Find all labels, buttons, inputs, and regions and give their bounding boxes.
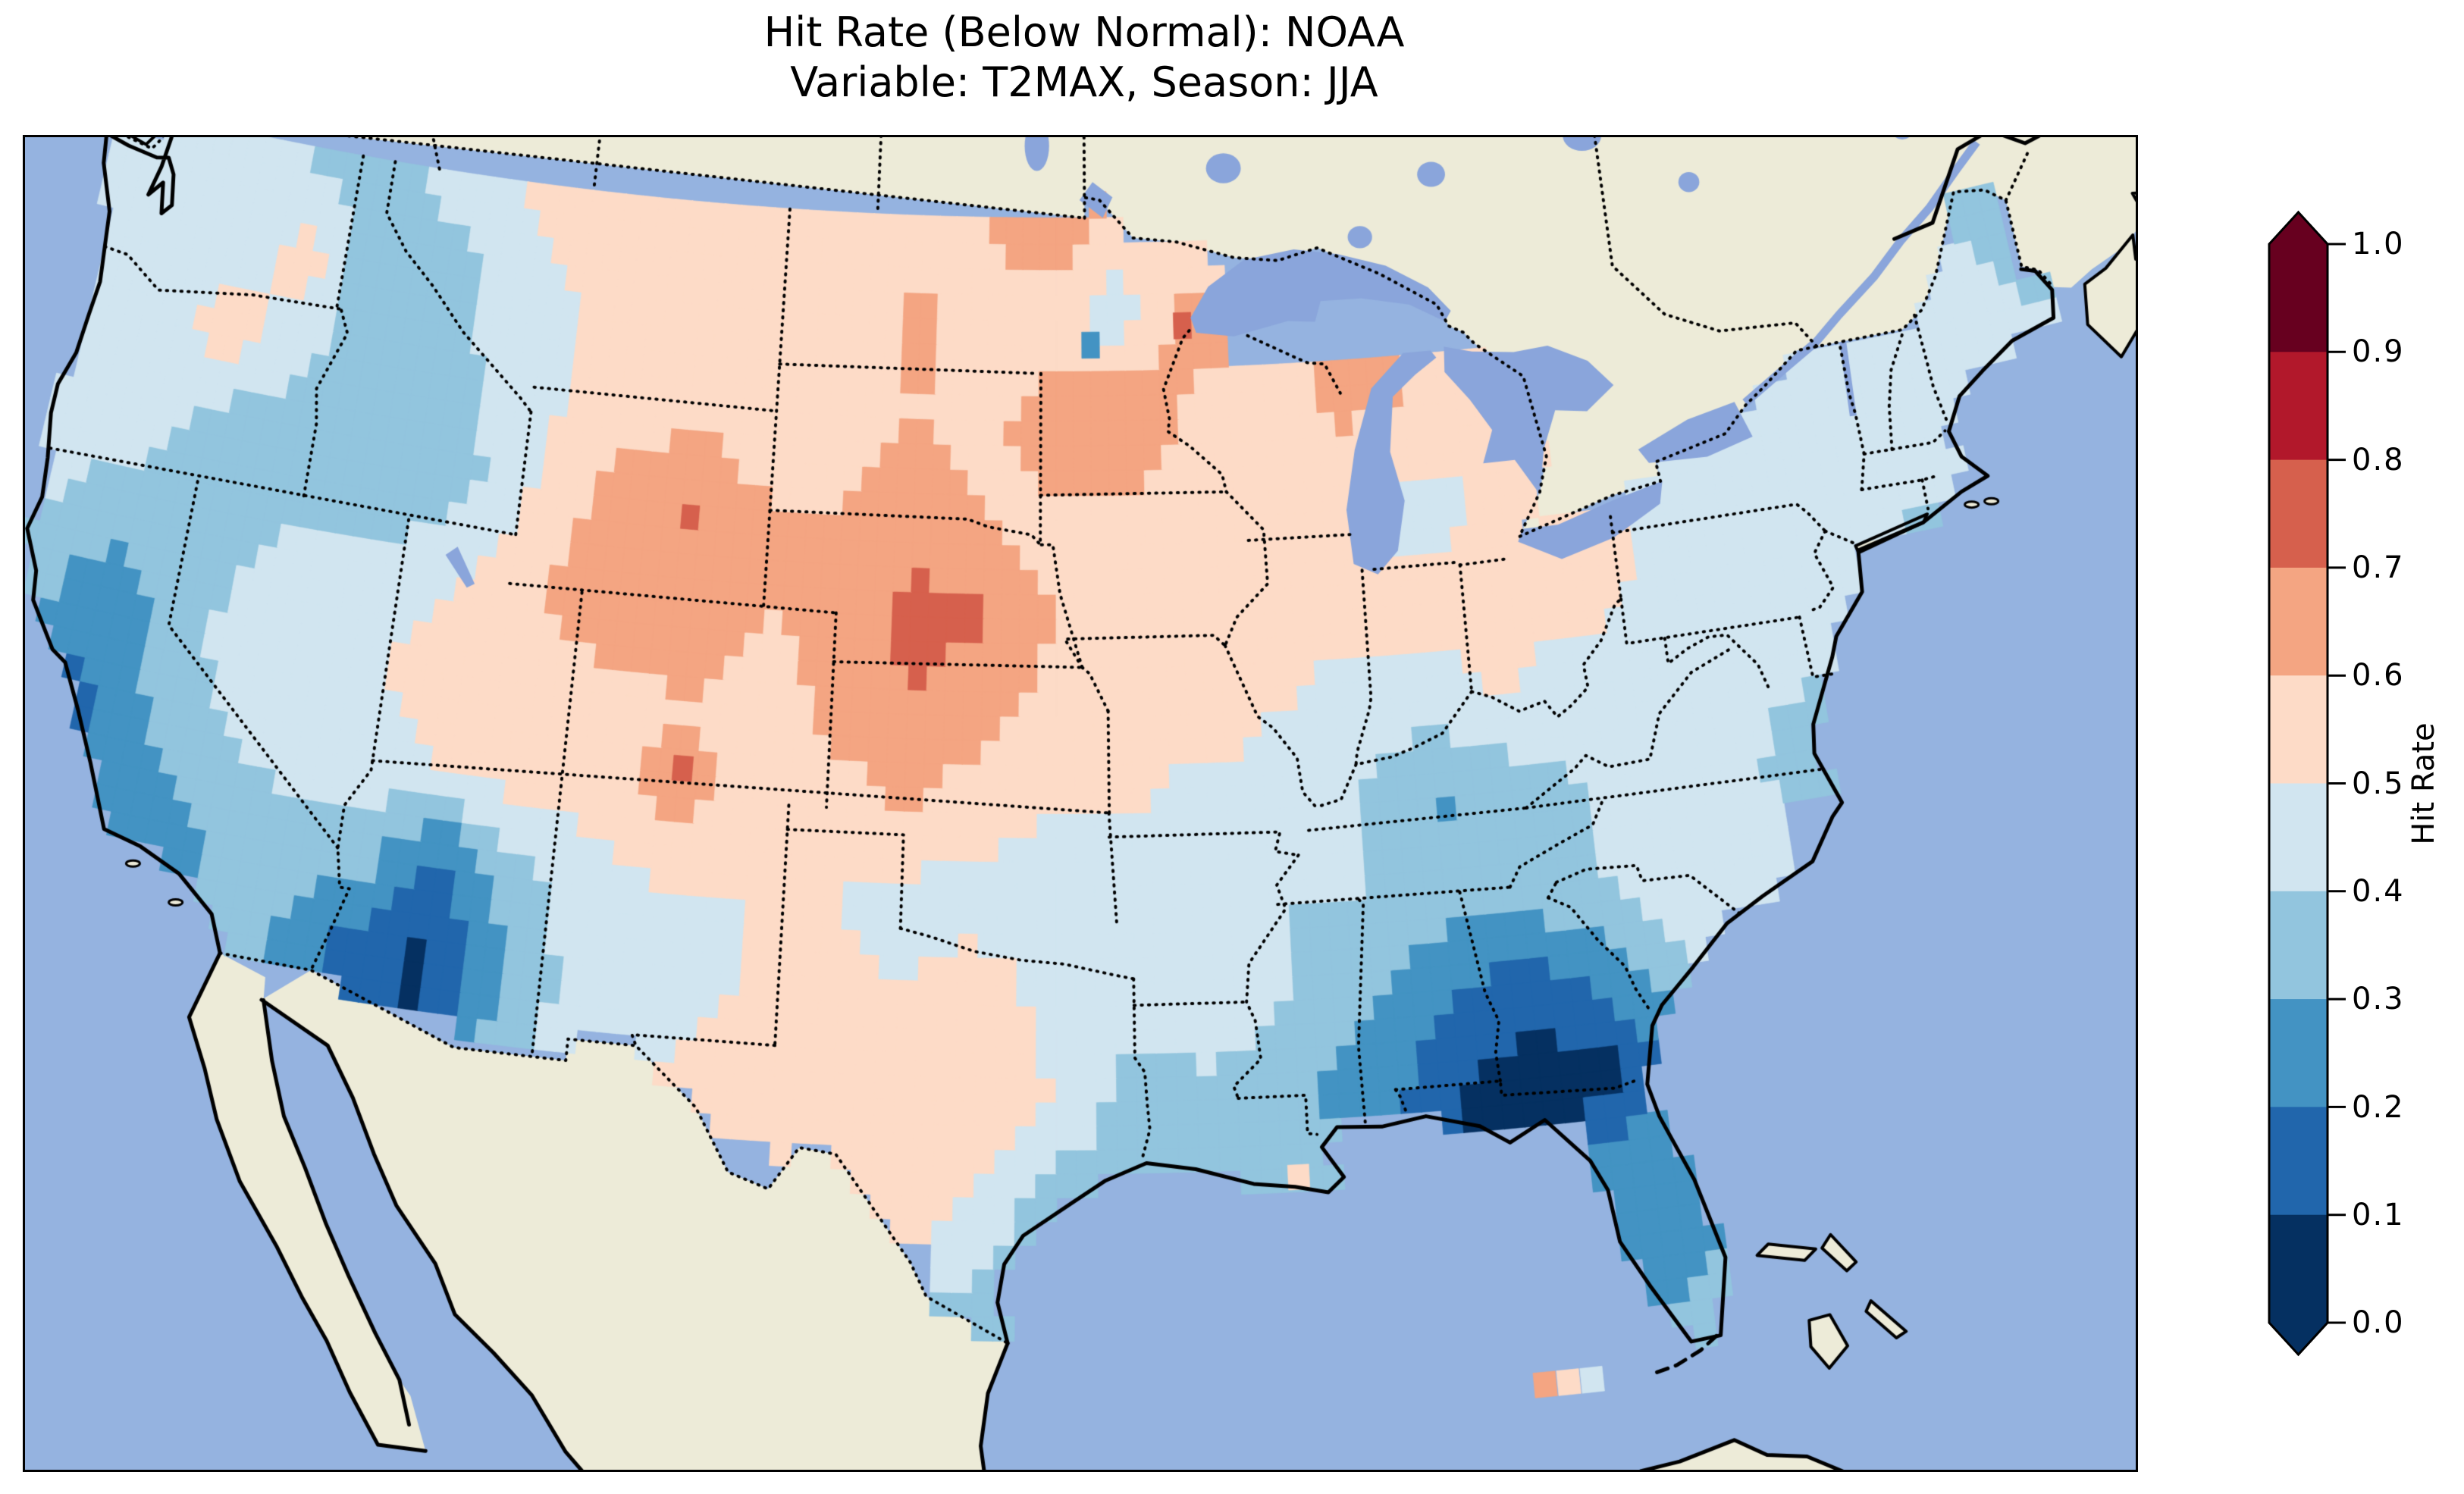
colorbar-bin: [2269, 783, 2328, 892]
colorbar-bin: [2269, 352, 2328, 461]
map-plot-area: [23, 135, 2138, 1472]
chart-title: Hit Rate (Below Normal): NOAA Variable: …: [764, 8, 1405, 108]
colorbar-bin: [2269, 1214, 2328, 1323]
colorbar-bin: [2269, 459, 2328, 568]
colorbar-tick-label: 0.2: [2352, 1090, 2405, 1125]
colorbar-tick-label: 0.3: [2352, 982, 2405, 1016]
colorbar-extend-min: [2269, 1323, 2328, 1355]
colorbar-axis-label: Hit Rate: [2406, 722, 2441, 845]
colorbar-bin: [2269, 891, 2328, 1000]
colorbar-tick-label: 0.6: [2352, 658, 2405, 693]
colorbar-tick-label: 0.5: [2352, 766, 2405, 801]
conus-heatmap-canvas: [25, 137, 2136, 1470]
chart-title-line2: Variable: T2MAX, Season: JJA: [790, 58, 1378, 106]
colorbar-extend-max: [2269, 212, 2328, 244]
colorbar-tick-label: 0.7: [2352, 550, 2405, 585]
colorbar-bin: [2269, 244, 2328, 353]
colorbar-tick-label: 0.0: [2352, 1305, 2405, 1340]
colorbar-tick-label: 1.0: [2352, 227, 2405, 262]
colorbar-bin: [2269, 999, 2328, 1108]
colorbar-bin: [2269, 567, 2328, 676]
chart-title-line1: Hit Rate (Below Normal): NOAA: [763, 8, 1405, 56]
colorbar-bin: [2269, 1107, 2328, 1216]
colorbar-tick-label: 0.9: [2352, 334, 2405, 369]
colorbar: [2268, 210, 2346, 1357]
colorbar-tick-label: 0.8: [2352, 443, 2405, 478]
colorbar-tick-label: 0.1: [2352, 1198, 2405, 1232]
colorbar-tick-label: 0.4: [2352, 874, 2405, 909]
colorbar-bin: [2269, 675, 2328, 785]
